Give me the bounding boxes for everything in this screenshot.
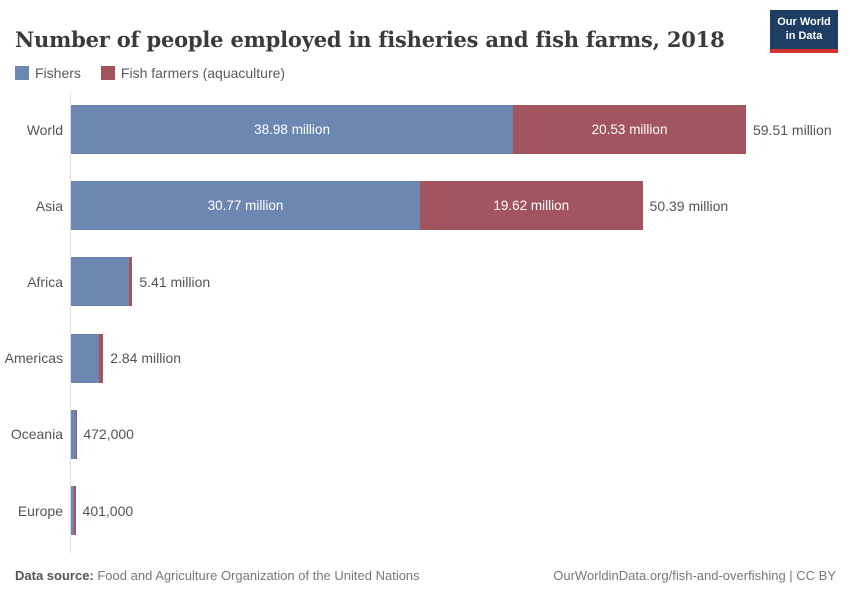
bar-segment-fishers-americas[interactable]	[71, 333, 99, 383]
segment-value-label: 19.62 million	[493, 198, 570, 214]
segment-value-label: 38.98 million	[254, 122, 330, 137]
segment-value-label: 30.77 million	[207, 198, 284, 214]
footer-credit-link[interactable]: OurWorldinData.org/fish-and-overfishing …	[553, 568, 836, 583]
bar-segment-fishers-world[interactable]: 38.98 million	[71, 105, 514, 154]
bar-segment-fishers-europe[interactable]	[71, 486, 74, 535]
category-label-americas: Americas	[4, 350, 63, 367]
owid-logo-line1: Our World	[777, 16, 831, 29]
datasource-label: Data source:	[15, 568, 94, 583]
total-value-label-europe: 401,000	[82, 502, 134, 519]
bar-segment-fish-farmers-world[interactable]: 20.53 million	[513, 105, 746, 154]
bar-segment-fish-farmers-asia[interactable]: 19.62 million	[420, 181, 643, 231]
datasource-text: Food and Agriculture Organization of the…	[93, 568, 420, 583]
legend-label-fishers: Fishers	[35, 65, 81, 81]
category-label-oceania: Oceania	[10, 426, 63, 443]
total-value-label-oceania: 472,000	[83, 426, 134, 443]
category-label-world: World	[26, 121, 63, 138]
page-title: Number of people employed in fisheries a…	[15, 27, 725, 53]
category-label-africa: Africa	[27, 273, 63, 290]
total-value-label-asia: 50.39 million	[649, 197, 729, 214]
bar-segment-fish-farmers-africa[interactable]	[128, 257, 133, 307]
bar-segment-fish-farmers-europe[interactable]	[73, 486, 76, 535]
owid-logo-line2: in Data	[785, 29, 823, 42]
bar-segment-fishers-africa[interactable]	[71, 257, 129, 307]
segment-value-label: 20.53 million	[591, 122, 668, 137]
total-value-label-world: 59.51 million	[753, 121, 832, 138]
legend-swatch-fishers	[15, 66, 29, 80]
total-value-label-americas: 2.84 million	[110, 350, 182, 367]
owid-logo: Our World in Data	[770, 10, 838, 53]
bar-segment-fish-farmers-americas[interactable]	[98, 333, 104, 383]
legend-item-fishers[interactable]: Fishers	[15, 65, 81, 81]
bar-segment-fishers-oceania[interactable]	[71, 409, 77, 459]
bar-segment-fishers-asia[interactable]: 30.77 million	[71, 181, 420, 231]
legend-label-fish-farmers: Fish farmers (aquaculture)	[120, 65, 286, 81]
total-value-label-africa: 5.41 million	[139, 273, 211, 290]
legend-swatch-fish-farmers	[100, 66, 115, 80]
footer-datasource: Data source: Food and Agriculture Organi…	[15, 568, 420, 583]
y-axis-line	[70, 93, 71, 553]
category-label-asia: Asia	[35, 197, 63, 214]
legend-item-fish-farmers[interactable]: Fish farmers (aquaculture)	[100, 65, 286, 81]
legend: Fishers Fish farmers (aquaculture)	[15, 65, 285, 81]
category-label-europe: Europe	[17, 502, 63, 519]
